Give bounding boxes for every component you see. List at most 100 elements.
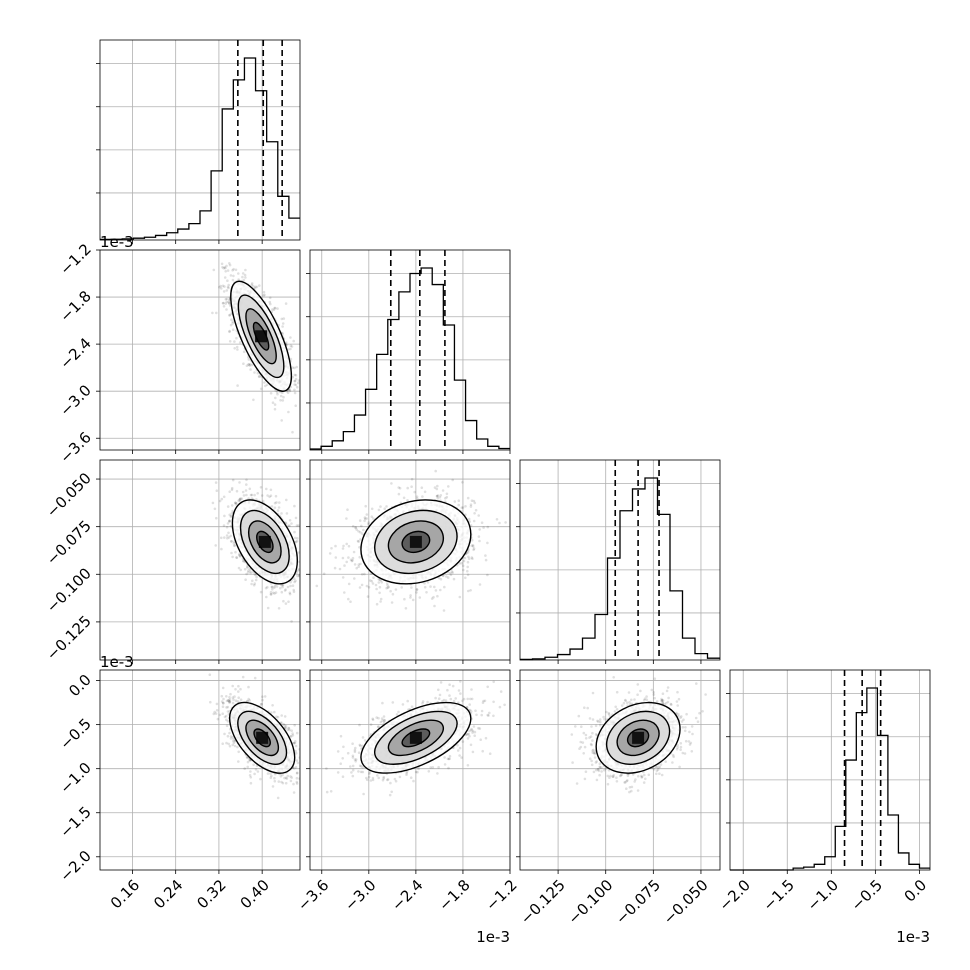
scatter-point	[292, 590, 296, 594]
scatter-point	[243, 567, 247, 571]
scatter-point	[297, 379, 300, 382]
scatter-frame	[309, 459, 511, 661]
scatter-point	[347, 544, 351, 548]
scatter-point	[238, 497, 242, 501]
scatter-point	[298, 560, 300, 564]
scatter-point	[235, 502, 238, 505]
scatter-point	[293, 580, 296, 584]
histogram-step-line	[730, 687, 930, 871]
scatter-point	[237, 566, 241, 570]
scatter-point	[357, 563, 361, 566]
scatter-point	[486, 525, 490, 529]
scatter-point	[402, 496, 406, 500]
scatter-point	[276, 509, 280, 512]
scatter-point	[430, 597, 434, 600]
scatter-point	[227, 302, 231, 305]
scatter-point	[233, 544, 236, 548]
scatter-point	[279, 394, 283, 398]
scatter-point	[229, 274, 233, 277]
scatter-point	[226, 536, 229, 540]
scatter-point	[232, 542, 236, 545]
scatter-point	[466, 550, 470, 554]
scatter-point	[353, 563, 357, 566]
scatter-point	[222, 495, 226, 499]
scatter-frame	[99, 459, 301, 661]
scatter-point	[228, 263, 232, 267]
scatter-point	[415, 495, 419, 499]
scatter-point	[228, 262, 231, 265]
scatter-point	[280, 590, 284, 594]
scatter-point	[443, 585, 446, 589]
scatter-point	[451, 478, 455, 482]
scatter-point	[374, 583, 378, 587]
scatter-point	[224, 302, 227, 305]
scatter-point	[221, 265, 224, 269]
scatter-point	[435, 487, 439, 491]
scatter-point	[233, 340, 236, 343]
scatter-point	[212, 268, 216, 272]
scatter-point	[227, 283, 230, 287]
scatter-point	[234, 501, 237, 505]
histogram-frame	[99, 39, 301, 241]
density-peak	[409, 535, 422, 548]
scatter-point	[458, 595, 462, 599]
scatter-point	[231, 328, 235, 332]
scatter-point	[297, 574, 300, 578]
scatter-point	[254, 573, 257, 577]
scatter-point	[230, 318, 233, 322]
scatter-point	[357, 540, 360, 543]
scatter-point	[274, 494, 278, 498]
scatter-point	[341, 576, 345, 579]
scatter-point	[363, 572, 366, 576]
scatter-point	[222, 524, 226, 527]
scatter-point	[294, 373, 298, 377]
scatter-point	[478, 539, 481, 543]
scatter-point	[271, 585, 274, 589]
scatter-point	[285, 498, 288, 502]
scatter-point	[383, 507, 387, 511]
scatter-point	[288, 519, 292, 522]
scatter-point	[289, 344, 293, 348]
scatter-point	[293, 504, 296, 508]
scatter-point	[218, 285, 221, 289]
scatter-point	[345, 560, 349, 564]
scatter-point	[234, 503, 238, 506]
scatter-point	[352, 550, 356, 554]
scatter-point	[363, 516, 367, 519]
scatter-point	[495, 518, 499, 521]
scatter-point	[238, 341, 242, 344]
scatter-point	[239, 555, 242, 558]
scatter-point	[264, 586, 268, 590]
scatter-point	[231, 322, 234, 325]
scatter-point	[215, 311, 218, 315]
scatter-point	[385, 505, 388, 508]
scatter-point	[269, 593, 273, 596]
scatter-point	[273, 403, 277, 406]
scatter-point	[322, 572, 326, 576]
scatter-point	[244, 578, 247, 581]
scatter-point	[214, 481, 218, 484]
scatter-point	[269, 392, 273, 395]
scatter-point	[413, 490, 417, 494]
scatter-point	[241, 490, 245, 494]
scatter-point	[467, 517, 471, 521]
scatter-point	[220, 287, 223, 290]
scatter-point	[293, 388, 296, 392]
scatter-point	[257, 375, 261, 379]
scatter-point	[330, 547, 333, 550]
scatter-point	[247, 497, 250, 500]
scatter-point	[240, 497, 244, 501]
scatter-point	[283, 589, 287, 592]
scatter-point	[470, 544, 474, 547]
scatter-point	[242, 559, 245, 563]
scatter-point	[273, 306, 277, 310]
histogram-frame	[519, 459, 721, 661]
scatter-point	[289, 336, 292, 339]
scatter-point	[398, 486, 402, 490]
scatter-point	[220, 262, 224, 266]
scatter-point	[462, 559, 466, 563]
scatter-point	[255, 285, 259, 289]
scatter-point	[474, 508, 478, 512]
scatter-point	[466, 565, 470, 569]
scatter-point	[467, 555, 470, 559]
